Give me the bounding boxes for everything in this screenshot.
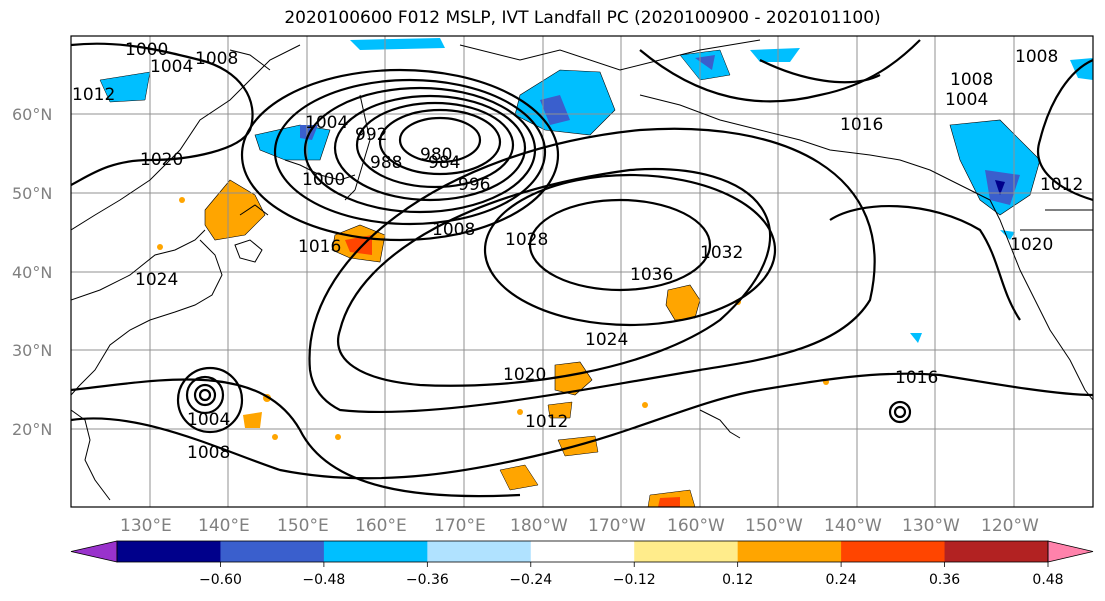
longitude-labels: 130°E 140°E 150°E 160°E 170°E 180°W 170°… xyxy=(120,516,1039,536)
isobar-label: 992 xyxy=(355,125,387,145)
isobar-label: 1012 xyxy=(1040,175,1083,195)
lon-label: 130°W xyxy=(902,516,960,536)
colorbar: −0.60 −0.48 −0.36 −0.24 −0.12 0.12 0.24 0.36 0.4… xyxy=(70,540,1094,588)
colorbar-segment xyxy=(737,541,842,562)
isobar-label: 1016 xyxy=(895,368,938,388)
lon-label: 140°E xyxy=(198,516,250,536)
isobar-label: 1012 xyxy=(525,412,568,432)
isobar-label: 984 xyxy=(428,153,460,173)
colorbar-segment xyxy=(944,541,1049,562)
isobar-label: 1012 xyxy=(72,85,115,105)
map-title: 2020100600 F012 MSLP, IVT Landfall PC (2… xyxy=(284,8,881,28)
lon-label: 130°E xyxy=(120,516,172,536)
isobar-label: 1008 xyxy=(950,70,993,90)
map-frame xyxy=(70,35,1094,508)
colorbar-frame xyxy=(116,540,1049,563)
coastlines xyxy=(71,39,1093,501)
graticule xyxy=(71,36,1093,507)
isobar-label: 1004 xyxy=(150,57,193,77)
colorbar-segment xyxy=(117,541,221,562)
lon-label: 120°W xyxy=(981,516,1039,536)
isobar-label: 1004 xyxy=(187,410,230,430)
ivt-shading xyxy=(99,38,1093,507)
colorbar-segment xyxy=(841,541,946,562)
lat-label: 50°N xyxy=(12,184,52,203)
isobar-label: 1008 xyxy=(432,220,475,240)
isobar-label: 1020 xyxy=(1010,235,1053,255)
colorbar-tick-label: −0.36 xyxy=(406,572,449,588)
isobar-label: 1016 xyxy=(298,237,341,257)
lat-label: 40°N xyxy=(12,263,52,282)
colorbar-segment xyxy=(220,541,325,562)
colorbar-tick-label: −0.48 xyxy=(302,572,345,588)
lon-label: 170°E xyxy=(434,516,486,536)
isobar-label: 1028 xyxy=(505,230,548,250)
map-area: 1000 1004 1008 1012 1020 1004 992 988 98… xyxy=(71,36,1093,507)
lon-label: 140°W xyxy=(824,516,882,536)
colorbar-tick-label: 0.48 xyxy=(1032,572,1063,588)
isobar-label: 1008 xyxy=(187,443,230,463)
colorbar-segment xyxy=(323,541,428,562)
lat-label: 60°N xyxy=(12,105,52,124)
isobar-label: 1036 xyxy=(630,265,673,285)
isobars xyxy=(71,39,1093,498)
isobar-label: 1004 xyxy=(305,113,348,133)
colorbar-tick-label: −0.60 xyxy=(199,572,242,588)
lon-label: 150°E xyxy=(277,516,329,536)
colorbar-tick-label: −0.24 xyxy=(509,572,552,588)
isobar-label: 1004 xyxy=(945,90,988,110)
lon-label: 180°W xyxy=(510,516,568,536)
isobar-label: 1020 xyxy=(140,150,183,170)
colorbar-tick-label: 0.12 xyxy=(722,572,753,588)
isobar-label: 1024 xyxy=(585,330,628,350)
isobar-label: 1000 xyxy=(125,40,168,60)
lat-label: 20°N xyxy=(12,420,52,439)
colorbar-segment xyxy=(530,541,635,562)
colorbar-segment xyxy=(634,541,739,562)
lon-label: 160°W xyxy=(667,516,725,536)
isobar-label: 1020 xyxy=(503,365,546,385)
isobar-label: 1024 xyxy=(135,270,178,290)
lon-label: 150°W xyxy=(745,516,803,536)
colorbar-tick-label: 0.24 xyxy=(826,572,857,588)
isobar-labels: 1000 1004 1008 1012 1020 1004 992 988 98… xyxy=(72,40,1083,463)
isobar-label: 1008 xyxy=(195,49,238,69)
isobar-label: 1008 xyxy=(1015,47,1058,67)
colorbar-tick-label: 0.36 xyxy=(929,572,960,588)
colorbar-segment xyxy=(427,541,532,562)
lon-label: 170°W xyxy=(588,516,646,536)
colorbar-tick-label: −0.12 xyxy=(613,572,656,588)
colorbar-extend-low xyxy=(70,540,118,563)
isobar-label: 988 xyxy=(370,153,402,173)
latitude-labels: 60°N 50°N 40°N 30°N 20°N xyxy=(12,105,52,439)
lat-label: 30°N xyxy=(12,341,52,360)
isobar-label: 1000 xyxy=(302,170,345,190)
colorbar-extend-high xyxy=(1047,540,1094,563)
isobar-label: 1032 xyxy=(700,243,743,263)
lon-label: 160°E xyxy=(355,516,407,536)
isobar-label: 980 xyxy=(420,145,452,165)
isobar-label: 1016 xyxy=(840,115,883,135)
isobar-label: 996 xyxy=(458,175,490,195)
